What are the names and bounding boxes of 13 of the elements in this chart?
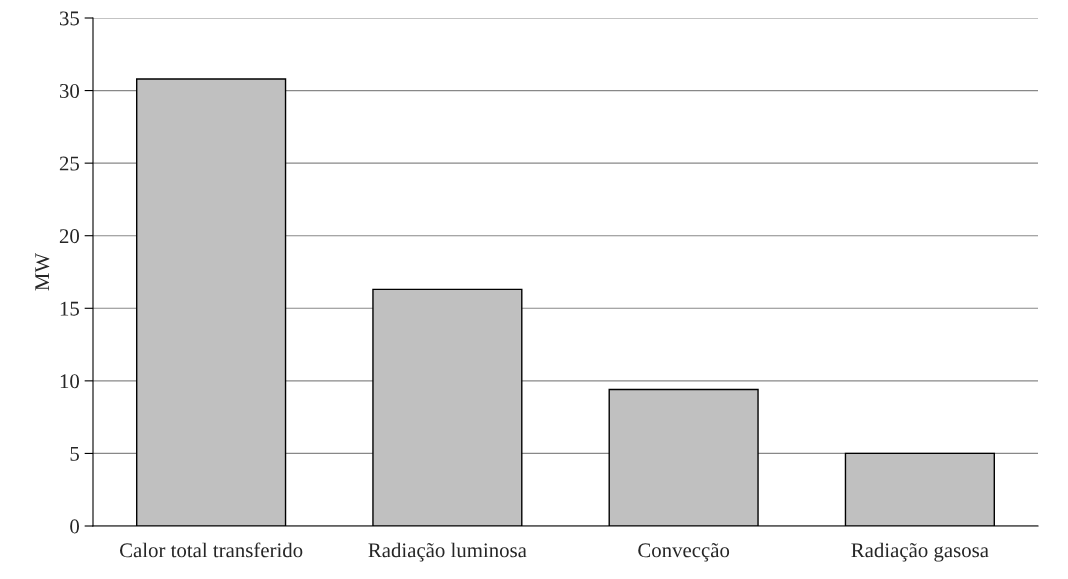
y-tick-label: 30 <box>59 83 80 98</box>
y-tick-label: 5 <box>70 447 79 461</box>
x-tick-label: Radiação luminosa <box>368 542 527 562</box>
y-tick-label: 25 <box>59 156 79 171</box>
y-tick-label: 10 <box>60 374 80 389</box>
x-tick-label: Radiação gasosa <box>851 542 989 562</box>
y-tick-label: 0 <box>70 519 80 534</box>
x-tick-label: Convecção <box>638 543 730 562</box>
y-tick-label: 15 <box>60 301 79 316</box>
x-tick-label: Calor total transferido <box>120 542 303 558</box>
y-axis-title: MW <box>35 252 50 291</box>
y-tick-label: 20 <box>59 229 80 244</box>
y-tick-label: 35 <box>59 11 79 26</box>
